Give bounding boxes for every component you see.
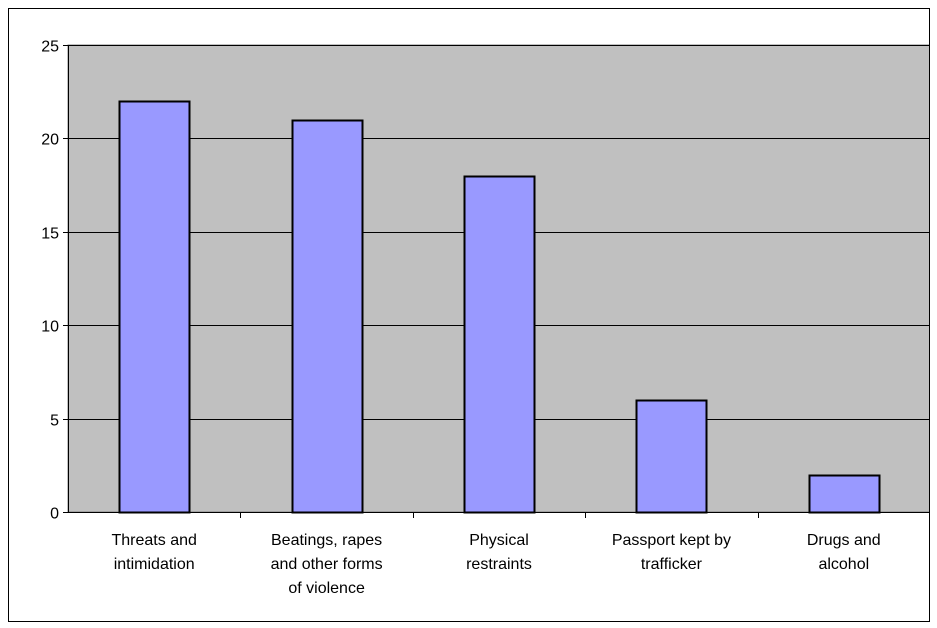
chart-area: 0 5 10 15 20 25 Threats and intimidation Beating… [8, 8, 930, 622]
x-category-label: Threats and intimidation [112, 532, 197, 573]
category-label-line: and other forms [271, 556, 383, 573]
category-label-line: Beatings, rapes [271, 532, 382, 549]
x-category-label: Drugs and alcohol [807, 532, 881, 573]
category-label-line: trafficker [641, 556, 703, 573]
category-label-line: of violence [288, 580, 365, 597]
x-category-label: Physical restraints [466, 532, 532, 573]
y-tick-label: 10 [41, 319, 59, 336]
bar-chart: 0 5 10 15 20 25 Threats and intimidation Beating… [41, 39, 929, 597]
category-label-line: Threats and [112, 532, 197, 549]
x-category-label: Passport kept by trafficker [612, 532, 731, 573]
bar-2 [291, 119, 364, 514]
y-tick-label: 15 [41, 226, 59, 243]
x-category-label: Beatings, rapes and other forms of violenc… [271, 532, 383, 597]
category-label-line: Passport kept by [612, 532, 731, 549]
category-label-line: intimidation [114, 556, 195, 573]
y-tick-label: 25 [41, 39, 59, 56]
bar-4 [635, 399, 708, 514]
category-label-line: Drugs and [807, 532, 881, 549]
bar-5 [808, 474, 881, 514]
bar-1 [118, 100, 191, 514]
category-label-line: alcohol [818, 556, 869, 573]
y-tick-label: 20 [41, 132, 59, 149]
category-label-line: Physical [469, 532, 529, 549]
category-label-line: restraints [466, 556, 532, 573]
bar-3 [463, 175, 536, 514]
y-tick-label: 0 [50, 506, 59, 523]
y-tick-label: 5 [50, 413, 59, 430]
